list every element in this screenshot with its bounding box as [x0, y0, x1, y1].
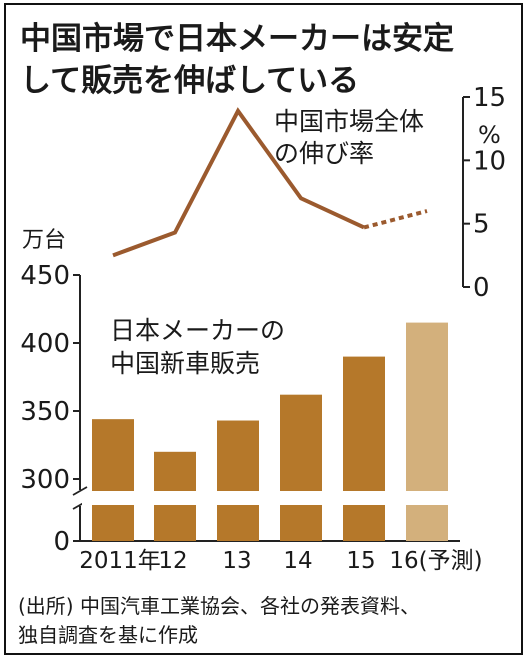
right-tick-label: 10 [473, 146, 506, 176]
right-tick-label: 5 [473, 210, 490, 240]
right-axis-unit: % [478, 121, 501, 149]
x-tick-label: 16(予測) [389, 548, 482, 574]
bar [217, 420, 259, 541]
source-line-2: 独自調査を基に作成 [18, 623, 198, 647]
left-tick-label: 450 [20, 261, 70, 291]
x-tick-label: 13 [222, 548, 251, 574]
growth-line-forecast [363, 209, 428, 230]
bar-series-label-2: 中国新車販売 [110, 349, 260, 378]
left-tick-label: 350 [20, 397, 70, 427]
bar [343, 356, 385, 541]
growth-line-solid [112, 107, 365, 258]
line-series-label-2: の伸び率 [274, 139, 374, 168]
source-line-1: (出所) 中国汽車工業協会、各社の発表資料、 [18, 594, 420, 618]
right-tick-label: 0 [473, 273, 490, 303]
left-axis-unit: 万台 [22, 228, 66, 253]
right-tick-label: 15 [473, 83, 506, 113]
left-tick-label: 400 [20, 329, 70, 359]
right-axis: 15 10 5 0% [462, 83, 506, 303]
bar-series-label-1: 日本メーカーの [110, 316, 285, 345]
bar-forecast [406, 322, 448, 541]
left-axis: 450 400 350 300 0 万台 [20, 228, 460, 557]
title-line-1: 中国市場で日本メーカーは安定 [20, 21, 454, 57]
bar [280, 394, 322, 541]
chart-title: 中国市場で日本メーカーは安定 して販売を伸ばしている [20, 18, 454, 102]
x-tick-label: 2011年 [79, 548, 161, 574]
title-line-2: して販売を伸ばしている [20, 63, 360, 99]
line-series-label-1: 中国市場全体 [274, 107, 424, 136]
line-series [112, 107, 428, 258]
left-tick-label: 300 [20, 465, 70, 495]
source-note: (出所) 中国汽車工業協会、各社の発表資料、 独自調査を基に作成 [18, 592, 420, 650]
x-tick-label: 15 [346, 548, 375, 574]
bar-break-gap [82, 491, 457, 505]
zero-tick-label: 0 [53, 527, 70, 557]
x-tick-label: 12 [158, 548, 187, 574]
bar [92, 419, 134, 541]
x-tick-label: 14 [283, 548, 312, 574]
bar-series [82, 322, 457, 541]
